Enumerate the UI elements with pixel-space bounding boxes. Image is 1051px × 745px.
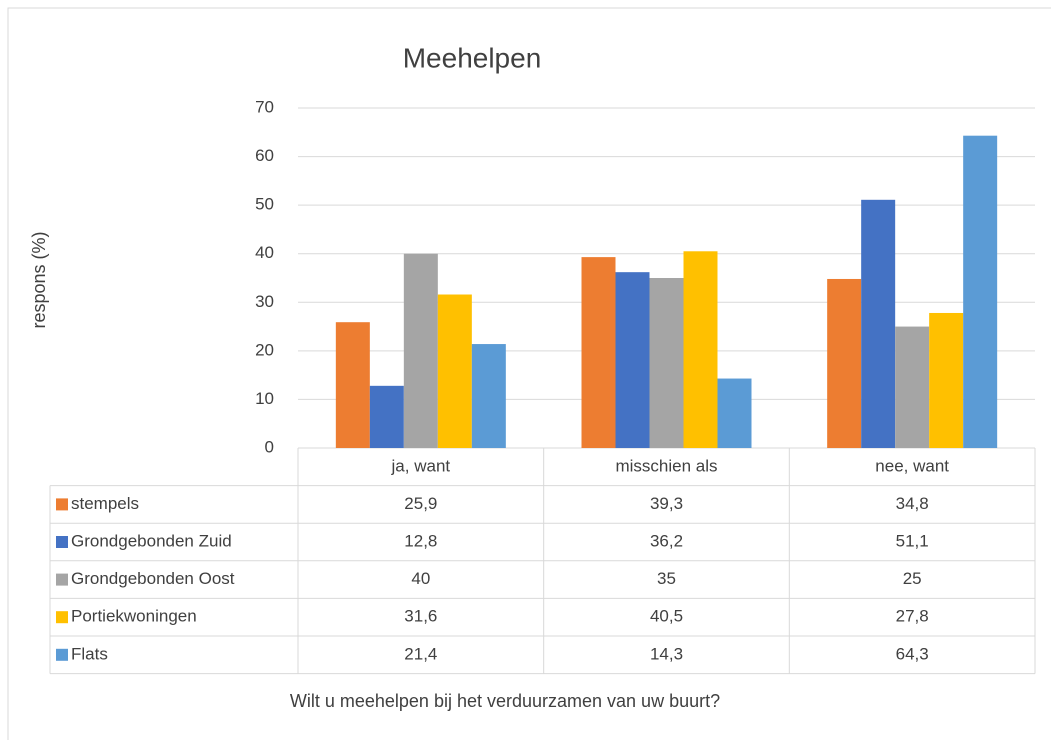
bar [403,253,438,448]
y-tick-label: 70 [255,97,274,116]
bar [615,272,650,448]
y-tick-label: 0 [265,437,274,456]
bar [335,322,370,448]
x-tick-label: misschien als [615,456,717,475]
y-tick-label: 20 [255,340,274,359]
table-cell: 25,9 [404,494,437,513]
legend-key [56,498,68,511]
y-tick-label: 60 [255,146,274,165]
legend-label: Portiekwoningen [71,607,197,626]
y-axis-label: respons (%) [29,231,49,328]
y-tick-label: 10 [255,389,274,408]
bar [437,294,472,448]
legend-label: Grondgebonden Oost [71,569,235,588]
table-cell: 31,6 [404,607,437,626]
table-cell: 35 [657,569,676,588]
chart-title: Meehelpen [403,42,542,73]
legend-key [56,536,68,548]
legend-key [56,648,68,661]
table-cell: 40 [411,569,430,588]
legend-label: stempels [71,494,139,513]
table-cell: 64,3 [896,644,929,663]
bar [895,326,930,448]
chart-frame [7,7,1051,745]
table-cell: 39,3 [650,494,683,513]
bar [581,257,616,448]
bar [861,199,896,448]
legend-key [56,611,68,624]
legend-key [56,573,68,586]
table-cell: 14,3 [650,644,683,663]
legend-label: Flats [71,644,108,663]
y-tick-label: 50 [255,195,274,214]
bar [717,378,752,448]
table-cell: 25 [903,569,922,588]
bar [929,312,964,448]
y-tick-label: 30 [255,292,274,311]
table-cell: 51,1 [896,531,929,550]
bar [369,385,404,448]
bar [471,344,506,448]
bar [649,278,684,448]
table-cell: 34,8 [896,494,929,513]
bar [827,278,862,448]
table-cell: 21,4 [404,644,437,663]
x-axis-label: Wilt u meehelpen bij het verduurzamen va… [290,691,720,711]
bar [963,135,998,448]
legend-label: Grondgebonden Zuid [71,531,232,550]
x-tick-label: ja, want [391,456,451,475]
bar [683,251,718,448]
table-cell: 27,8 [896,607,929,626]
table-cell: 12,8 [404,531,437,550]
x-tick-label: nee, want [875,456,949,475]
table-cell: 36,2 [650,531,683,550]
y-tick-label: 40 [255,243,274,262]
table-cell: 40,5 [650,607,683,626]
